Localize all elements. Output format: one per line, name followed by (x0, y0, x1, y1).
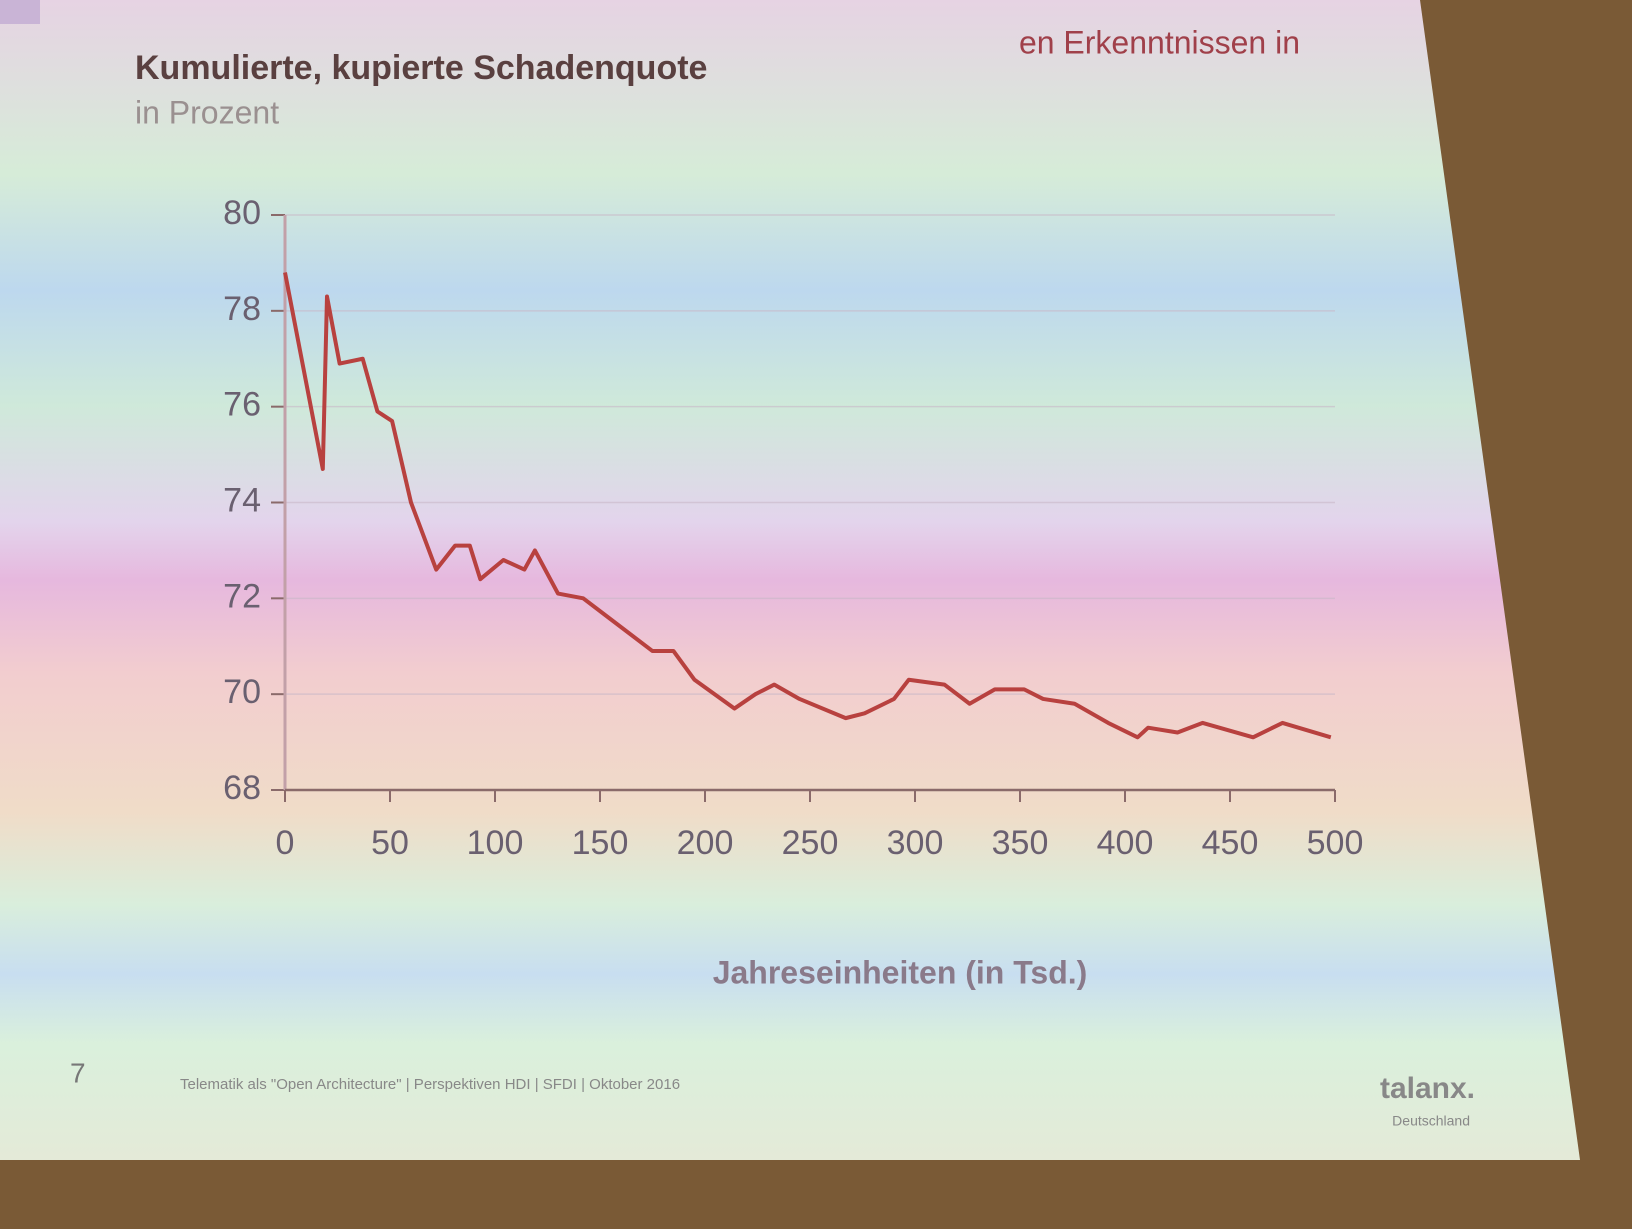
footer-text: Telematik als "Open Architecture" | Pers… (180, 1076, 680, 1093)
page-number: 7 (70, 1057, 86, 1088)
y-tick-label: 78 (223, 290, 261, 328)
x-axis-label: Jahreseinheiten (in Tsd.) (713, 954, 1088, 990)
chart-subtitle: in Prozent (135, 94, 279, 130)
x-tick-label: 350 (992, 824, 1049, 862)
chart-title: Kumulierte, kupierte Schadenquote (135, 49, 707, 87)
y-tick-label: 68 (223, 769, 261, 807)
logo: talanx. (1380, 1072, 1475, 1105)
x-tick-label: 200 (677, 824, 734, 862)
slide-background (0, 0, 1580, 1160)
y-tick-label: 80 (223, 194, 261, 232)
logo-sub: Deutschland (1392, 1113, 1470, 1129)
y-tick-label: 72 (223, 577, 261, 615)
x-tick-label: 0 (276, 824, 295, 862)
x-tick-label: 150 (572, 824, 629, 862)
y-tick-label: 76 (223, 386, 261, 424)
x-tick-label: 50 (371, 824, 409, 862)
y-tick-label: 74 (223, 481, 261, 519)
x-tick-label: 300 (887, 824, 944, 862)
corner-mark (0, 0, 40, 24)
data-line (283, 272, 1332, 740)
header-text: en Erkenntnissen in (1019, 24, 1300, 60)
x-tick-label: 400 (1097, 824, 1154, 862)
x-tick-label: 500 (1307, 824, 1364, 862)
x-tick-label: 100 (467, 824, 524, 862)
x-tick-label: 450 (1202, 824, 1259, 862)
x-tick-label: 250 (782, 824, 839, 862)
y-tick-label: 70 (223, 673, 261, 711)
